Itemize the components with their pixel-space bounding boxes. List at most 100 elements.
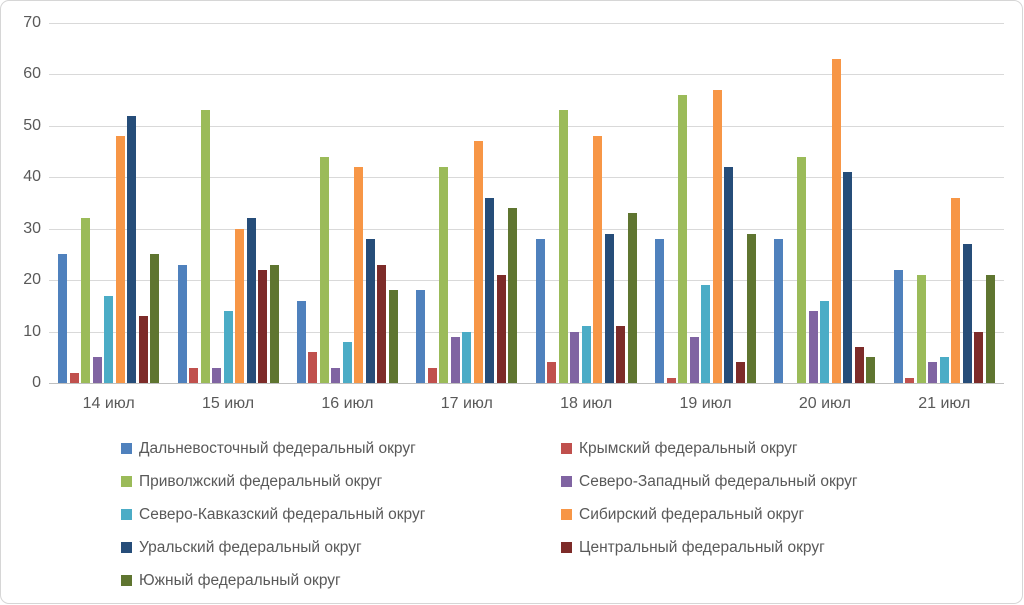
bar — [485, 197, 495, 383]
bar-group-15-июл — [168, 23, 287, 383]
bar — [797, 156, 807, 383]
bar — [712, 89, 722, 383]
bar — [724, 167, 734, 383]
bar — [666, 377, 676, 383]
bar-groups — [49, 23, 1004, 383]
bar — [92, 357, 102, 383]
x-tick-label-18-июл: 18 июл — [560, 395, 613, 412]
bar — [354, 167, 364, 383]
bar — [627, 213, 637, 383]
y-tick-label-20: 20 — [23, 271, 41, 289]
x-axis-line — [49, 383, 1004, 384]
bar — [269, 264, 279, 383]
legend-marker-icon — [561, 476, 572, 487]
legend-item: Крымский федеральный округ — [561, 432, 1001, 465]
bar — [962, 244, 972, 383]
bar — [189, 367, 199, 383]
legend-item: Уральский федеральный округ — [121, 531, 561, 564]
legend-label: Сибирский федеральный округ — [579, 505, 805, 523]
legend-marker-icon — [121, 443, 132, 454]
plot-area: 0 10 20 30 40 50 60 70 14 июл 15 июл 16 июл 17 июл… — [23, 14, 1004, 412]
bar — [535, 239, 545, 383]
legend-item: Дальневосточный федеральный округ — [121, 432, 561, 465]
y-tick-label-40: 40 — [23, 168, 41, 186]
bar — [212, 367, 222, 383]
legend-marker-icon — [121, 542, 132, 553]
bar — [150, 254, 160, 383]
bar — [365, 239, 375, 383]
bar-group-14-июл — [49, 23, 168, 383]
bar — [342, 341, 352, 383]
bar — [570, 331, 580, 383]
bar — [439, 167, 449, 383]
gridline-30 — [49, 228, 1004, 230]
bar — [547, 362, 557, 383]
bar — [235, 228, 245, 383]
bar — [81, 218, 91, 383]
legend-label: Крымский федеральный округ — [579, 439, 798, 457]
bar — [462, 331, 472, 383]
x-tick-label-20-июл: 20 июл — [798, 395, 852, 412]
bar — [820, 300, 830, 383]
bar — [177, 264, 187, 383]
bar — [200, 110, 210, 383]
bar — [843, 172, 853, 383]
bar — [928, 362, 938, 383]
legend-item: Сибирский федеральный округ — [561, 498, 1001, 531]
x-tick-label-21-июл: 21 июл — [918, 395, 971, 412]
bar — [916, 275, 926, 383]
legend-item: Северо-Кавказский федеральный округ — [121, 498, 561, 531]
bar — [416, 290, 426, 383]
bar — [69, 372, 79, 383]
legend-marker-icon — [121, 575, 132, 586]
bar — [58, 254, 68, 383]
bar — [558, 110, 568, 383]
gridline-50 — [49, 125, 1004, 127]
bar — [138, 316, 148, 383]
bar — [604, 233, 614, 383]
y-tick-label-50: 50 — [23, 116, 41, 134]
legend-marker-icon — [121, 476, 132, 487]
bar — [854, 347, 864, 383]
bar — [774, 239, 784, 383]
bar — [296, 300, 306, 383]
bar — [581, 326, 591, 383]
legend-label: Приволжский федеральный округ — [139, 472, 383, 490]
bar — [735, 362, 745, 383]
legend-item: Южный федеральный округ — [121, 564, 561, 597]
bar — [246, 218, 256, 383]
bar-group-18-июл — [527, 23, 646, 383]
legend-label: Дальневосточный федеральный округ — [139, 439, 416, 457]
gridline-60 — [49, 74, 1004, 76]
x-tick-label-15-июл: 15 июл — [201, 395, 255, 412]
bar — [866, 357, 876, 383]
bar — [985, 275, 995, 383]
bar — [127, 115, 137, 383]
bar — [104, 295, 114, 383]
x-tick-label-19-июл: 19 июл — [679, 395, 732, 412]
legend-item: Центральный федеральный округ — [561, 531, 1001, 564]
gridline-40 — [49, 177, 1004, 179]
bar — [115, 136, 125, 383]
bar-group-20-июл — [765, 23, 884, 383]
bar-group-17-июл — [407, 23, 526, 383]
bar — [655, 239, 665, 383]
bar — [308, 352, 318, 383]
legend-label: Северо-Кавказский федеральный округ — [139, 505, 426, 523]
bar — [593, 136, 603, 383]
legend-marker-icon — [561, 542, 572, 553]
y-tick-label-10: 10 — [23, 322, 41, 340]
bar-group-19-июл — [646, 23, 765, 383]
bar — [473, 141, 483, 383]
bar — [450, 336, 460, 383]
bar — [377, 264, 387, 383]
bar — [701, 285, 711, 383]
bar — [616, 326, 626, 383]
bar — [223, 311, 233, 383]
bar — [258, 269, 268, 383]
legend-marker-icon — [561, 443, 572, 454]
legend-item: Приволжский федеральный округ — [121, 465, 561, 498]
bar — [893, 269, 903, 383]
legend-label: Центральный федеральный округ — [579, 538, 825, 556]
